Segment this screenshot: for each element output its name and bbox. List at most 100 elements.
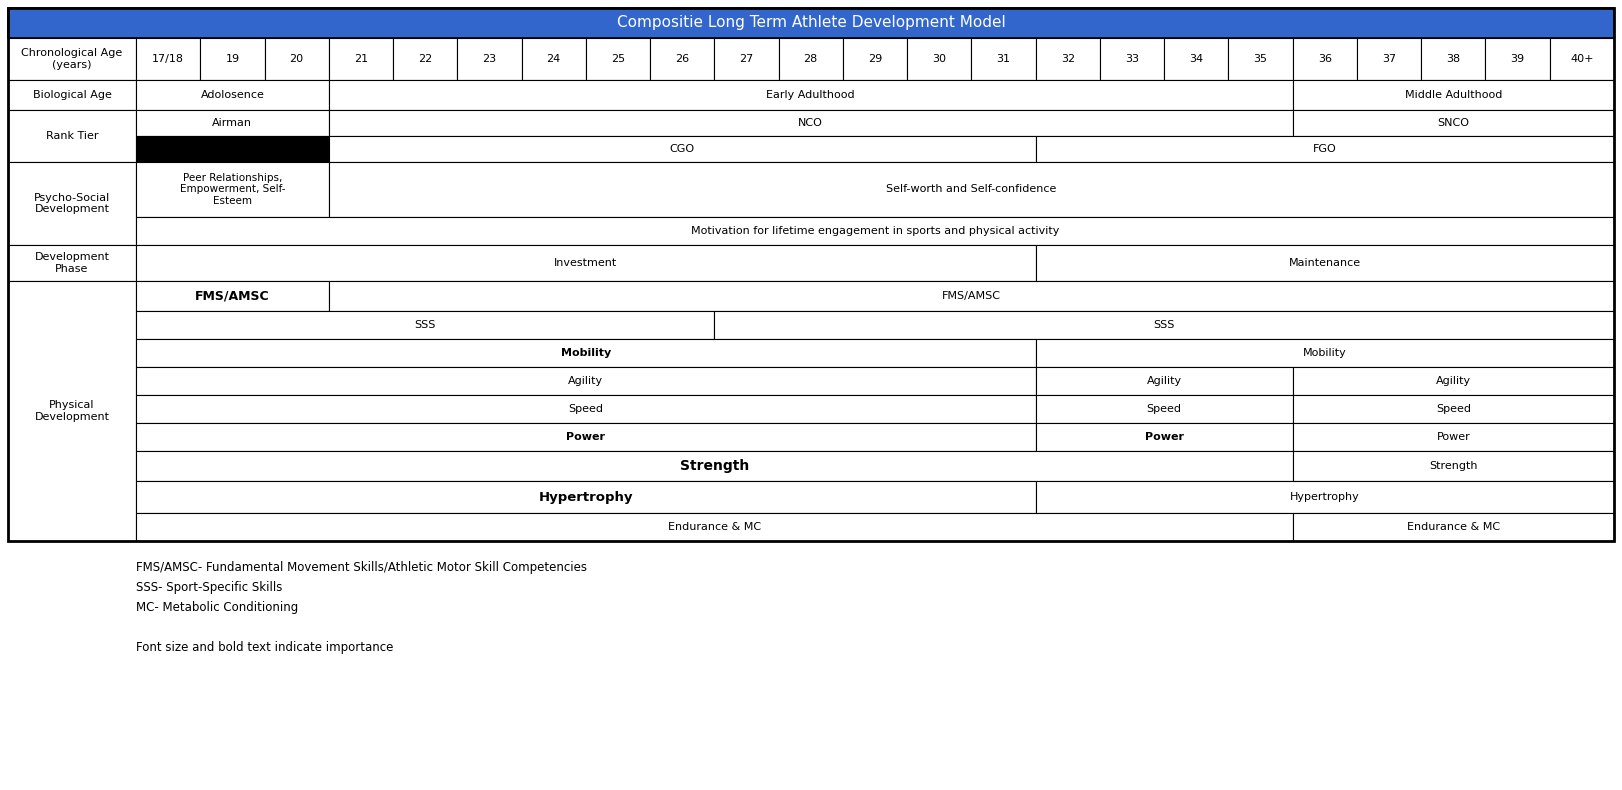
Text: Development
Phase: Development Phase xyxy=(34,252,110,274)
Text: 27: 27 xyxy=(740,54,754,64)
Text: Hypertrophy: Hypertrophy xyxy=(539,491,633,503)
Bar xyxy=(8,80,136,110)
Bar xyxy=(8,281,136,541)
Text: Investment: Investment xyxy=(555,258,618,268)
Text: Maintenance: Maintenance xyxy=(1289,258,1361,268)
Text: Rank Tier: Rank Tier xyxy=(45,131,99,141)
Bar xyxy=(522,38,586,80)
Text: SNCO: SNCO xyxy=(1437,118,1470,128)
Text: Agility: Agility xyxy=(1435,376,1471,386)
Text: Compositie Long Term Athlete Development Model: Compositie Long Term Athlete Development… xyxy=(616,16,1006,31)
Bar xyxy=(1358,38,1421,80)
Bar xyxy=(8,8,1614,38)
Bar xyxy=(8,38,136,80)
Bar xyxy=(329,38,393,80)
Bar xyxy=(136,339,1036,367)
Bar xyxy=(136,80,329,110)
Text: Power: Power xyxy=(566,432,605,442)
Text: FMS/AMSC: FMS/AMSC xyxy=(195,289,269,303)
Text: Motivation for lifetime engagement in sports and physical activity: Motivation for lifetime engagement in sp… xyxy=(691,226,1059,236)
Text: Chronological Age
(years): Chronological Age (years) xyxy=(21,48,123,70)
Bar xyxy=(1293,80,1614,110)
Text: NCO: NCO xyxy=(798,118,824,128)
Text: 40+: 40+ xyxy=(1570,54,1594,64)
Text: MC- Metabolic Conditioning: MC- Metabolic Conditioning xyxy=(136,601,298,614)
Text: Self-worth and Self-confidence: Self-worth and Self-confidence xyxy=(886,185,1056,194)
Bar xyxy=(1293,38,1358,80)
Bar xyxy=(972,38,1036,80)
Text: 36: 36 xyxy=(1317,54,1332,64)
Bar xyxy=(329,80,1293,110)
Text: Physical
Development: Physical Development xyxy=(34,401,110,422)
Text: SSS- Sport-Specific Skills: SSS- Sport-Specific Skills xyxy=(136,581,282,594)
Bar xyxy=(329,162,1614,217)
Text: CGO: CGO xyxy=(670,144,694,154)
Text: 38: 38 xyxy=(1447,54,1460,64)
Bar xyxy=(1293,451,1614,481)
Text: 29: 29 xyxy=(868,54,882,64)
Text: FMS/AMSC- Fundamental Movement Skills/Athletic Motor Skill Competencies: FMS/AMSC- Fundamental Movement Skills/At… xyxy=(136,561,587,574)
Text: Power: Power xyxy=(1145,432,1184,442)
Bar xyxy=(1036,481,1614,513)
Bar xyxy=(136,217,1614,245)
Bar xyxy=(714,38,779,80)
Bar xyxy=(1100,38,1165,80)
Text: Early Adulthood: Early Adulthood xyxy=(767,90,855,100)
Bar xyxy=(136,38,200,80)
Bar xyxy=(136,481,1036,513)
Text: Hypertrophy: Hypertrophy xyxy=(1289,492,1359,502)
Bar xyxy=(136,281,329,311)
Text: 32: 32 xyxy=(1061,54,1075,64)
Text: 22: 22 xyxy=(418,54,433,64)
Bar xyxy=(136,311,714,339)
Bar xyxy=(136,513,1293,541)
Text: Adolosence: Adolosence xyxy=(201,90,264,100)
Bar xyxy=(1486,38,1549,80)
Bar xyxy=(329,136,1036,162)
Bar xyxy=(1293,367,1614,395)
Text: Endurance & MC: Endurance & MC xyxy=(668,522,761,532)
Text: 33: 33 xyxy=(1126,54,1139,64)
Bar xyxy=(907,38,972,80)
Bar xyxy=(136,245,1036,281)
Text: 28: 28 xyxy=(803,54,817,64)
Text: Speed: Speed xyxy=(1147,404,1182,414)
Bar xyxy=(1036,339,1614,367)
Text: 20: 20 xyxy=(290,54,303,64)
Bar xyxy=(1293,395,1614,423)
Bar xyxy=(1421,38,1486,80)
Bar xyxy=(1036,423,1293,451)
Bar xyxy=(136,162,329,217)
Bar xyxy=(586,38,650,80)
Text: Mobility: Mobility xyxy=(561,348,611,358)
Text: Peer Relationships,
Empowerment, Self-
Esteem: Peer Relationships, Empowerment, Self- E… xyxy=(180,173,285,206)
Bar xyxy=(1293,423,1614,451)
Bar xyxy=(264,38,329,80)
Text: SSS: SSS xyxy=(1153,320,1174,330)
Text: Agility: Agility xyxy=(568,376,603,386)
Bar xyxy=(1036,367,1293,395)
Text: 39: 39 xyxy=(1510,54,1525,64)
Text: Psycho-Social
Development: Psycho-Social Development xyxy=(34,193,110,214)
Bar xyxy=(779,38,843,80)
Text: 24: 24 xyxy=(547,54,561,64)
Text: 31: 31 xyxy=(996,54,1011,64)
Bar xyxy=(1228,38,1293,80)
Bar xyxy=(136,395,1036,423)
Text: 34: 34 xyxy=(1189,54,1204,64)
Text: Strength: Strength xyxy=(680,459,749,473)
Bar xyxy=(1293,110,1614,136)
Bar xyxy=(136,451,1293,481)
Text: FMS/AMSC: FMS/AMSC xyxy=(942,291,1001,301)
Bar xyxy=(1036,395,1293,423)
Bar xyxy=(457,38,522,80)
Text: SSS: SSS xyxy=(415,320,436,330)
Text: Power: Power xyxy=(1437,432,1470,442)
Text: Mobility: Mobility xyxy=(1302,348,1346,358)
Text: Speed: Speed xyxy=(568,404,603,414)
Text: 21: 21 xyxy=(354,54,368,64)
Text: Airman: Airman xyxy=(212,118,253,128)
Bar xyxy=(714,311,1614,339)
Text: Strength: Strength xyxy=(1429,461,1478,471)
Text: 23: 23 xyxy=(482,54,496,64)
